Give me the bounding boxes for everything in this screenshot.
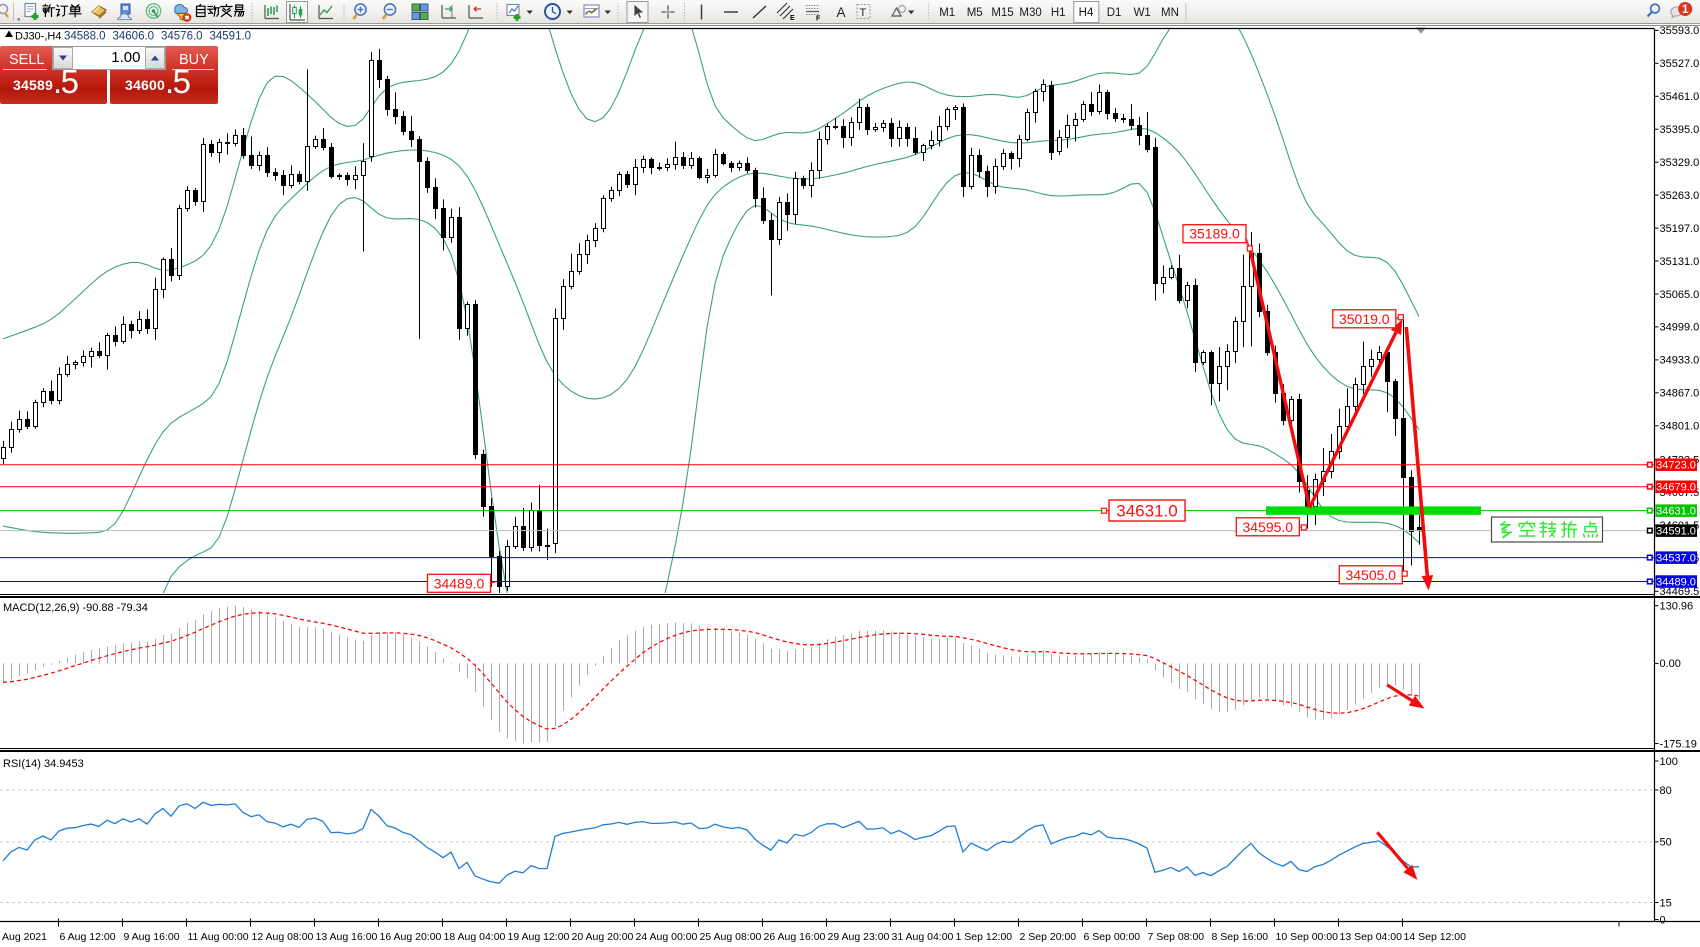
svg-text:34576.0: 34576.0	[161, 31, 203, 43]
svg-text:D1: D1	[1107, 7, 1122, 19]
svg-text:34679.0: 34679.0	[1656, 482, 1696, 494]
svg-text:20 Aug 20:00: 20 Aug 20:00	[572, 931, 634, 943]
svg-text:24 Aug 00:00: 24 Aug 00:00	[636, 931, 698, 943]
svg-text:35395.0: 35395.0	[1660, 124, 1700, 136]
svg-text:34489.0: 34489.0	[434, 575, 485, 591]
svg-text:0.00: 0.00	[1660, 658, 1681, 670]
svg-text:F: F	[816, 16, 821, 23]
svg-text:H1: H1	[1051, 7, 1066, 19]
svg-text:35527.0: 35527.0	[1660, 58, 1700, 70]
svg-text:34631.0: 34631.0	[1656, 506, 1696, 518]
svg-text:80: 80	[1660, 785, 1672, 797]
svg-text:35189.0: 35189.0	[1189, 226, 1240, 242]
svg-text:35131.0: 35131.0	[1660, 256, 1700, 268]
svg-text:H4: H4	[1079, 7, 1094, 19]
svg-text:35019.0: 35019.0	[1339, 311, 1390, 327]
svg-text:M5: M5	[967, 7, 983, 19]
svg-text:34505.0: 34505.0	[1345, 567, 1396, 583]
svg-text:35263.0: 35263.0	[1660, 190, 1700, 202]
svg-text:34801.0: 34801.0	[1660, 421, 1700, 433]
svg-text:DJ30-,H4: DJ30-,H4	[15, 31, 61, 43]
svg-text:15: 15	[1660, 897, 1672, 909]
svg-text:1: 1	[1682, 2, 1689, 16]
svg-text:M1: M1	[939, 7, 955, 19]
svg-text:T: T	[860, 7, 867, 19]
svg-text:35329.0: 35329.0	[1660, 157, 1700, 169]
svg-text:35197.0: 35197.0	[1660, 223, 1700, 235]
svg-text:34933.0: 34933.0	[1660, 355, 1700, 367]
svg-text:E: E	[790, 15, 795, 22]
svg-text:29 Aug 23:00: 29 Aug 23:00	[828, 931, 890, 943]
svg-text:34469.5: 34469.5	[1660, 586, 1700, 598]
svg-text:26 Aug 16:00: 26 Aug 16:00	[764, 931, 826, 943]
svg-text:19 Aug 12:00: 19 Aug 12:00	[508, 931, 570, 943]
svg-text:34537.0: 34537.0	[1656, 553, 1696, 565]
svg-text:M30: M30	[1019, 7, 1041, 19]
svg-text:6 Aug 12:00: 6 Aug 12:00	[60, 931, 116, 943]
svg-text:W1: W1	[1134, 7, 1151, 19]
svg-text:34595.0: 34595.0	[1242, 519, 1293, 535]
svg-text:11 Aug 00:00: 11 Aug 00:00	[188, 931, 249, 943]
svg-text:Aug 2021: Aug 2021	[2, 931, 47, 943]
svg-text:0: 0	[1660, 914, 1666, 926]
svg-text:25 Aug 08:00: 25 Aug 08:00	[700, 931, 762, 943]
svg-text:35065.0: 35065.0	[1660, 289, 1700, 301]
svg-text:130.96: 130.96	[1660, 601, 1694, 613]
svg-text:34723.0: 34723.0	[1656, 460, 1696, 472]
svg-text:MN: MN	[1161, 7, 1179, 19]
svg-text:34867.0: 34867.0	[1660, 388, 1700, 400]
svg-text:31 Aug 04:00: 31 Aug 04:00	[892, 931, 954, 943]
svg-text:10 Sep 00:00: 10 Sep 00:00	[1276, 931, 1339, 943]
svg-text:34631.0: 34631.0	[1116, 502, 1177, 521]
svg-text:35593.0: 35593.0	[1660, 25, 1700, 37]
svg-text:-175.19: -175.19	[1660, 738, 1697, 750]
svg-text:M15: M15	[991, 7, 1013, 19]
svg-text:14 Sep 12:00: 14 Sep 12:00	[1404, 931, 1467, 943]
svg-text:34591.0: 34591.0	[210, 31, 252, 43]
svg-text:35461.0: 35461.0	[1660, 91, 1700, 103]
svg-text:7 Sep 08:00: 7 Sep 08:00	[1148, 931, 1205, 943]
svg-text:13 Aug 16:00: 13 Aug 16:00	[316, 931, 378, 943]
svg-text:RSI(14) 34.9453: RSI(14) 34.9453	[3, 758, 84, 770]
svg-text:34999.0: 34999.0	[1660, 322, 1700, 334]
svg-text:MACD(12,26,9) -90.88 -79.34: MACD(12,26,9) -90.88 -79.34	[3, 602, 148, 614]
svg-text:8 Sep 16:00: 8 Sep 16:00	[1212, 931, 1269, 943]
svg-text:50: 50	[1660, 837, 1672, 849]
svg-text:34591.0: 34591.0	[1656, 526, 1696, 538]
svg-text:34588.0: 34588.0	[64, 31, 106, 43]
svg-text:100: 100	[1660, 756, 1678, 768]
svg-text:6 Sep 00:00: 6 Sep 00:00	[1084, 931, 1141, 943]
svg-text:9 Aug 16:00: 9 Aug 16:00	[124, 931, 180, 943]
svg-text:A: A	[837, 5, 846, 20]
svg-text:18 Aug 04:00: 18 Aug 04:00	[444, 931, 506, 943]
svg-text:12 Aug 08:00: 12 Aug 08:00	[252, 931, 314, 943]
svg-text:16 Aug 20:00: 16 Aug 20:00	[380, 931, 442, 943]
svg-text:2 Sep 20:00: 2 Sep 20:00	[1020, 931, 1077, 943]
svg-text:34606.0: 34606.0	[113, 31, 155, 43]
svg-text:1 Sep 12:00: 1 Sep 12:00	[956, 931, 1013, 943]
svg-text:34489.0: 34489.0	[1656, 576, 1696, 588]
svg-text:13 Sep 04:00: 13 Sep 04:00	[1340, 931, 1403, 943]
